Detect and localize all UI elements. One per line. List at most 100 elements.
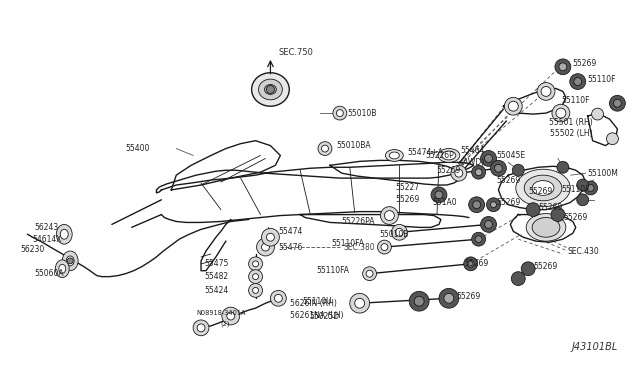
- Text: SEC.750: SEC.750: [278, 48, 313, 57]
- Text: 55269: 55269: [538, 203, 563, 212]
- Text: 56230: 56230: [20, 244, 45, 254]
- Circle shape: [559, 63, 567, 71]
- Text: N08918-3401A: N08918-3401A: [196, 310, 246, 316]
- Circle shape: [504, 97, 522, 115]
- Ellipse shape: [516, 169, 570, 207]
- Text: 55110U: 55110U: [302, 297, 332, 306]
- Text: 55269: 55269: [573, 60, 597, 68]
- Circle shape: [381, 244, 388, 250]
- Circle shape: [396, 228, 403, 236]
- Circle shape: [444, 294, 454, 303]
- Ellipse shape: [60, 230, 68, 239]
- Circle shape: [333, 106, 347, 120]
- Circle shape: [512, 164, 524, 176]
- Circle shape: [584, 181, 598, 195]
- Circle shape: [472, 232, 486, 246]
- Text: 55476: 55476: [278, 243, 303, 251]
- Circle shape: [511, 272, 525, 285]
- Circle shape: [197, 324, 205, 332]
- Ellipse shape: [389, 152, 399, 159]
- Text: 55269: 55269: [497, 176, 521, 185]
- Circle shape: [248, 257, 262, 271]
- Ellipse shape: [438, 148, 460, 162]
- Circle shape: [574, 78, 582, 86]
- Circle shape: [414, 296, 424, 306]
- Ellipse shape: [66, 256, 74, 266]
- Circle shape: [486, 198, 500, 212]
- Circle shape: [570, 74, 586, 89]
- Circle shape: [541, 87, 551, 96]
- Text: 55475: 55475: [204, 259, 228, 268]
- Circle shape: [378, 240, 392, 254]
- Circle shape: [481, 151, 497, 166]
- Text: 55226PA: 55226PA: [341, 217, 374, 226]
- Circle shape: [321, 145, 328, 152]
- Text: 55269: 55269: [563, 213, 587, 222]
- Text: 55110F: 55110F: [561, 185, 589, 195]
- Text: 55060A: 55060A: [35, 269, 64, 278]
- Circle shape: [484, 154, 493, 162]
- Circle shape: [537, 83, 555, 100]
- Ellipse shape: [524, 175, 562, 201]
- Text: 55010B: 55010B: [348, 109, 377, 118]
- Circle shape: [591, 108, 604, 120]
- Text: 56243: 56243: [35, 223, 59, 232]
- Text: 55010BA: 55010BA: [336, 141, 371, 150]
- Text: 55269: 55269: [436, 166, 461, 175]
- Text: (AWD): (AWD): [461, 158, 485, 167]
- Circle shape: [355, 298, 365, 308]
- Circle shape: [577, 179, 589, 191]
- Circle shape: [468, 197, 484, 212]
- Circle shape: [473, 201, 481, 209]
- Text: 5626IN (RH): 5626IN (RH): [291, 299, 337, 308]
- Circle shape: [253, 288, 259, 294]
- Text: 55226P: 55226P: [425, 151, 454, 160]
- Circle shape: [271, 291, 286, 306]
- Circle shape: [613, 99, 621, 107]
- Text: 55110FA: 55110FA: [332, 238, 365, 248]
- Text: 55269: 55269: [528, 187, 552, 196]
- Circle shape: [526, 203, 540, 217]
- Circle shape: [363, 267, 376, 280]
- Ellipse shape: [56, 224, 72, 244]
- Circle shape: [431, 187, 447, 203]
- Circle shape: [253, 261, 259, 267]
- Text: 55269: 55269: [533, 262, 557, 271]
- Circle shape: [464, 257, 477, 271]
- Text: 55100M: 55100M: [588, 169, 618, 178]
- Circle shape: [366, 270, 373, 277]
- Text: 55025D: 55025D: [310, 311, 340, 321]
- Text: 55045E: 55045E: [497, 151, 525, 160]
- Circle shape: [577, 194, 589, 206]
- Text: 55424: 55424: [205, 286, 228, 295]
- Circle shape: [484, 221, 493, 228]
- Text: 551A0: 551A0: [432, 198, 457, 207]
- Circle shape: [435, 191, 443, 199]
- Text: 55269: 55269: [497, 198, 521, 207]
- Text: SEC.380: SEC.380: [344, 243, 376, 251]
- Text: 55502 (LH): 55502 (LH): [550, 129, 593, 138]
- Circle shape: [490, 202, 497, 208]
- Ellipse shape: [442, 151, 456, 160]
- Circle shape: [337, 110, 343, 116]
- Circle shape: [467, 260, 474, 267]
- Circle shape: [455, 169, 463, 177]
- Text: J43101BL: J43101BL: [571, 343, 618, 353]
- Circle shape: [222, 307, 240, 325]
- Ellipse shape: [55, 260, 69, 278]
- Circle shape: [551, 208, 565, 221]
- Circle shape: [409, 291, 429, 311]
- Circle shape: [556, 108, 566, 118]
- Circle shape: [508, 101, 518, 111]
- Circle shape: [587, 185, 594, 192]
- Ellipse shape: [532, 180, 554, 195]
- Circle shape: [266, 86, 275, 93]
- Circle shape: [275, 294, 282, 302]
- Circle shape: [67, 258, 73, 264]
- Circle shape: [451, 165, 467, 181]
- Circle shape: [392, 224, 407, 240]
- Circle shape: [266, 233, 275, 241]
- Circle shape: [490, 160, 506, 176]
- Circle shape: [349, 294, 369, 313]
- Circle shape: [257, 238, 275, 256]
